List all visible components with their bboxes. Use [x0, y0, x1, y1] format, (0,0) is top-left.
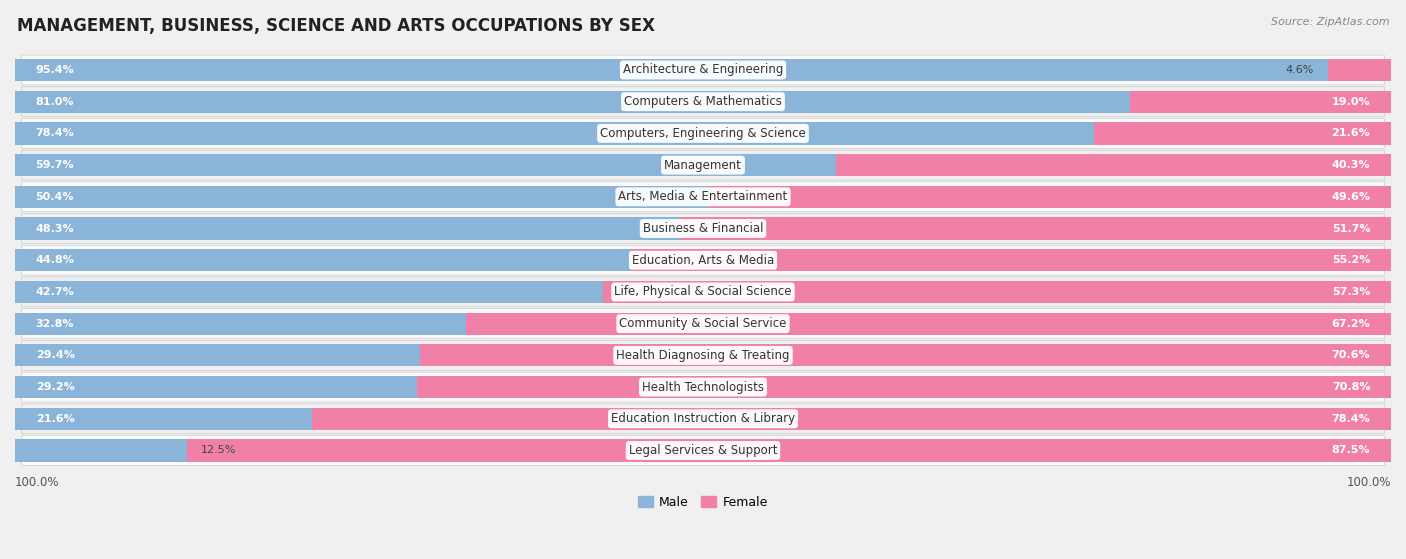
Bar [15, 376, 416, 398]
Text: 44.8%: 44.8% [35, 255, 75, 265]
Bar [631, 249, 1391, 271]
Text: 4.6%: 4.6% [1285, 65, 1315, 75]
FancyBboxPatch shape [21, 277, 1385, 307]
Text: 21.6%: 21.6% [35, 414, 75, 424]
Bar [603, 281, 1391, 303]
Text: 95.4%: 95.4% [35, 65, 75, 75]
Text: 87.5%: 87.5% [1331, 446, 1371, 456]
Bar [679, 217, 1391, 240]
Text: MANAGEMENT, BUSINESS, SCIENCE AND ARTS OCCUPATIONS BY SEX: MANAGEMENT, BUSINESS, SCIENCE AND ARTS O… [17, 17, 655, 35]
Text: 19.0%: 19.0% [1331, 97, 1371, 107]
Text: 29.2%: 29.2% [35, 382, 75, 392]
FancyBboxPatch shape [21, 182, 1385, 212]
FancyBboxPatch shape [21, 87, 1385, 117]
Text: 50.4%: 50.4% [35, 192, 75, 202]
Text: 100.0%: 100.0% [1347, 476, 1391, 489]
Text: 49.6%: 49.6% [1331, 192, 1371, 202]
Text: 12.5%: 12.5% [201, 446, 236, 456]
Bar [15, 91, 1129, 113]
Bar [15, 312, 467, 335]
Text: Community & Social Service: Community & Social Service [619, 317, 787, 330]
FancyBboxPatch shape [21, 404, 1385, 434]
Text: 78.4%: 78.4% [35, 129, 75, 139]
FancyBboxPatch shape [21, 214, 1385, 243]
Bar [15, 186, 709, 208]
Bar [15, 439, 187, 462]
Bar [419, 344, 1391, 367]
Text: 59.7%: 59.7% [35, 160, 75, 170]
Bar [416, 376, 1391, 398]
Text: Health Diagnosing & Treating: Health Diagnosing & Treating [616, 349, 790, 362]
Bar [15, 281, 603, 303]
Text: 70.8%: 70.8% [1331, 382, 1371, 392]
Bar [15, 59, 1327, 81]
Text: Life, Physical & Social Science: Life, Physical & Social Science [614, 286, 792, 299]
FancyBboxPatch shape [21, 55, 1385, 85]
Legend: Male, Female: Male, Female [633, 491, 773, 514]
Text: 40.3%: 40.3% [1331, 160, 1371, 170]
FancyBboxPatch shape [21, 372, 1385, 402]
Bar [15, 122, 1094, 144]
Text: Arts, Media & Entertainment: Arts, Media & Entertainment [619, 190, 787, 203]
Text: 29.4%: 29.4% [35, 350, 75, 361]
Bar [312, 408, 1391, 430]
Bar [15, 217, 679, 240]
Bar [709, 186, 1391, 208]
Text: 78.4%: 78.4% [1331, 414, 1371, 424]
Bar [1327, 59, 1391, 81]
Text: 67.2%: 67.2% [1331, 319, 1371, 329]
Text: Computers & Mathematics: Computers & Mathematics [624, 95, 782, 108]
Text: Architecture & Engineering: Architecture & Engineering [623, 64, 783, 77]
FancyBboxPatch shape [21, 245, 1385, 275]
Text: 42.7%: 42.7% [35, 287, 75, 297]
Text: 55.2%: 55.2% [1331, 255, 1371, 265]
Bar [187, 439, 1391, 462]
Text: 70.6%: 70.6% [1331, 350, 1371, 361]
Text: Management: Management [664, 159, 742, 172]
Text: Legal Services & Support: Legal Services & Support [628, 444, 778, 457]
Bar [1094, 122, 1391, 144]
Bar [15, 154, 837, 176]
Text: Computers, Engineering & Science: Computers, Engineering & Science [600, 127, 806, 140]
FancyBboxPatch shape [21, 150, 1385, 180]
Text: Business & Financial: Business & Financial [643, 222, 763, 235]
Text: 81.0%: 81.0% [35, 97, 75, 107]
Bar [1129, 91, 1391, 113]
Text: Health Technologists: Health Technologists [643, 381, 763, 394]
Text: 57.3%: 57.3% [1331, 287, 1371, 297]
FancyBboxPatch shape [21, 119, 1385, 148]
Text: 32.8%: 32.8% [35, 319, 75, 329]
Text: Education, Arts & Media: Education, Arts & Media [631, 254, 775, 267]
Bar [837, 154, 1391, 176]
FancyBboxPatch shape [21, 309, 1385, 339]
Bar [467, 312, 1391, 335]
Bar [15, 249, 631, 271]
Text: 21.6%: 21.6% [1331, 129, 1371, 139]
FancyBboxPatch shape [21, 435, 1385, 466]
Bar [15, 408, 312, 430]
Text: 48.3%: 48.3% [35, 224, 75, 234]
Text: 100.0%: 100.0% [15, 476, 59, 489]
Text: Education Instruction & Library: Education Instruction & Library [612, 413, 794, 425]
Bar [15, 344, 419, 367]
Text: 51.7%: 51.7% [1331, 224, 1371, 234]
FancyBboxPatch shape [21, 340, 1385, 370]
Text: Source: ZipAtlas.com: Source: ZipAtlas.com [1271, 17, 1389, 27]
